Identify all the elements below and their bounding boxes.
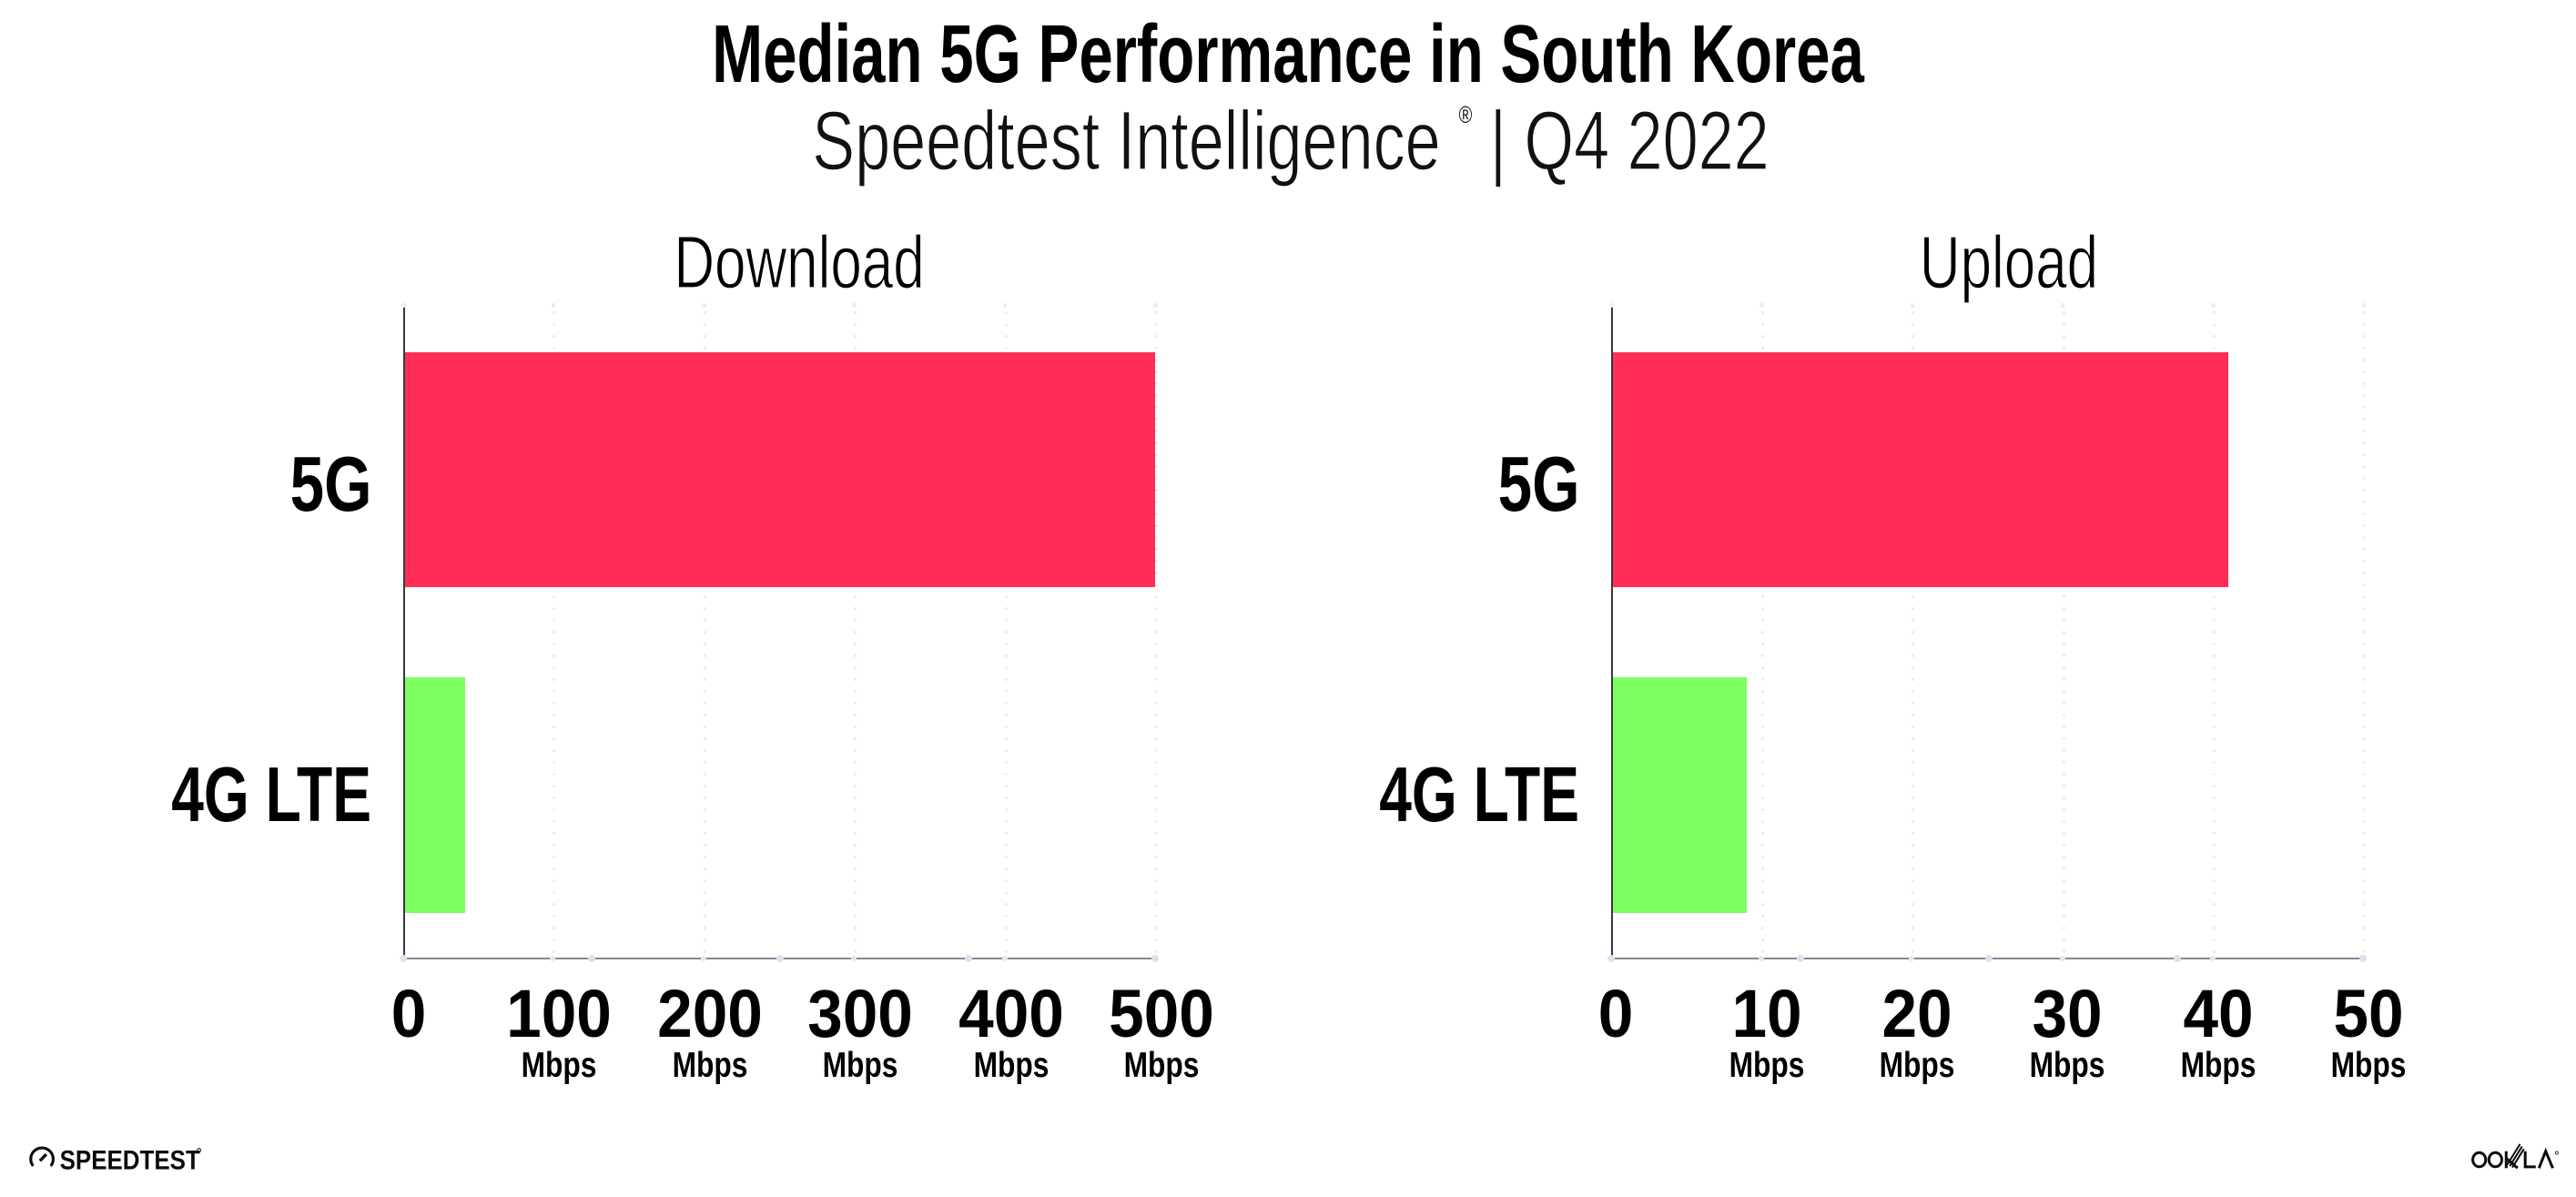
svg-text:SPEEDTEST: SPEEDTEST bbox=[60, 1145, 200, 1175]
